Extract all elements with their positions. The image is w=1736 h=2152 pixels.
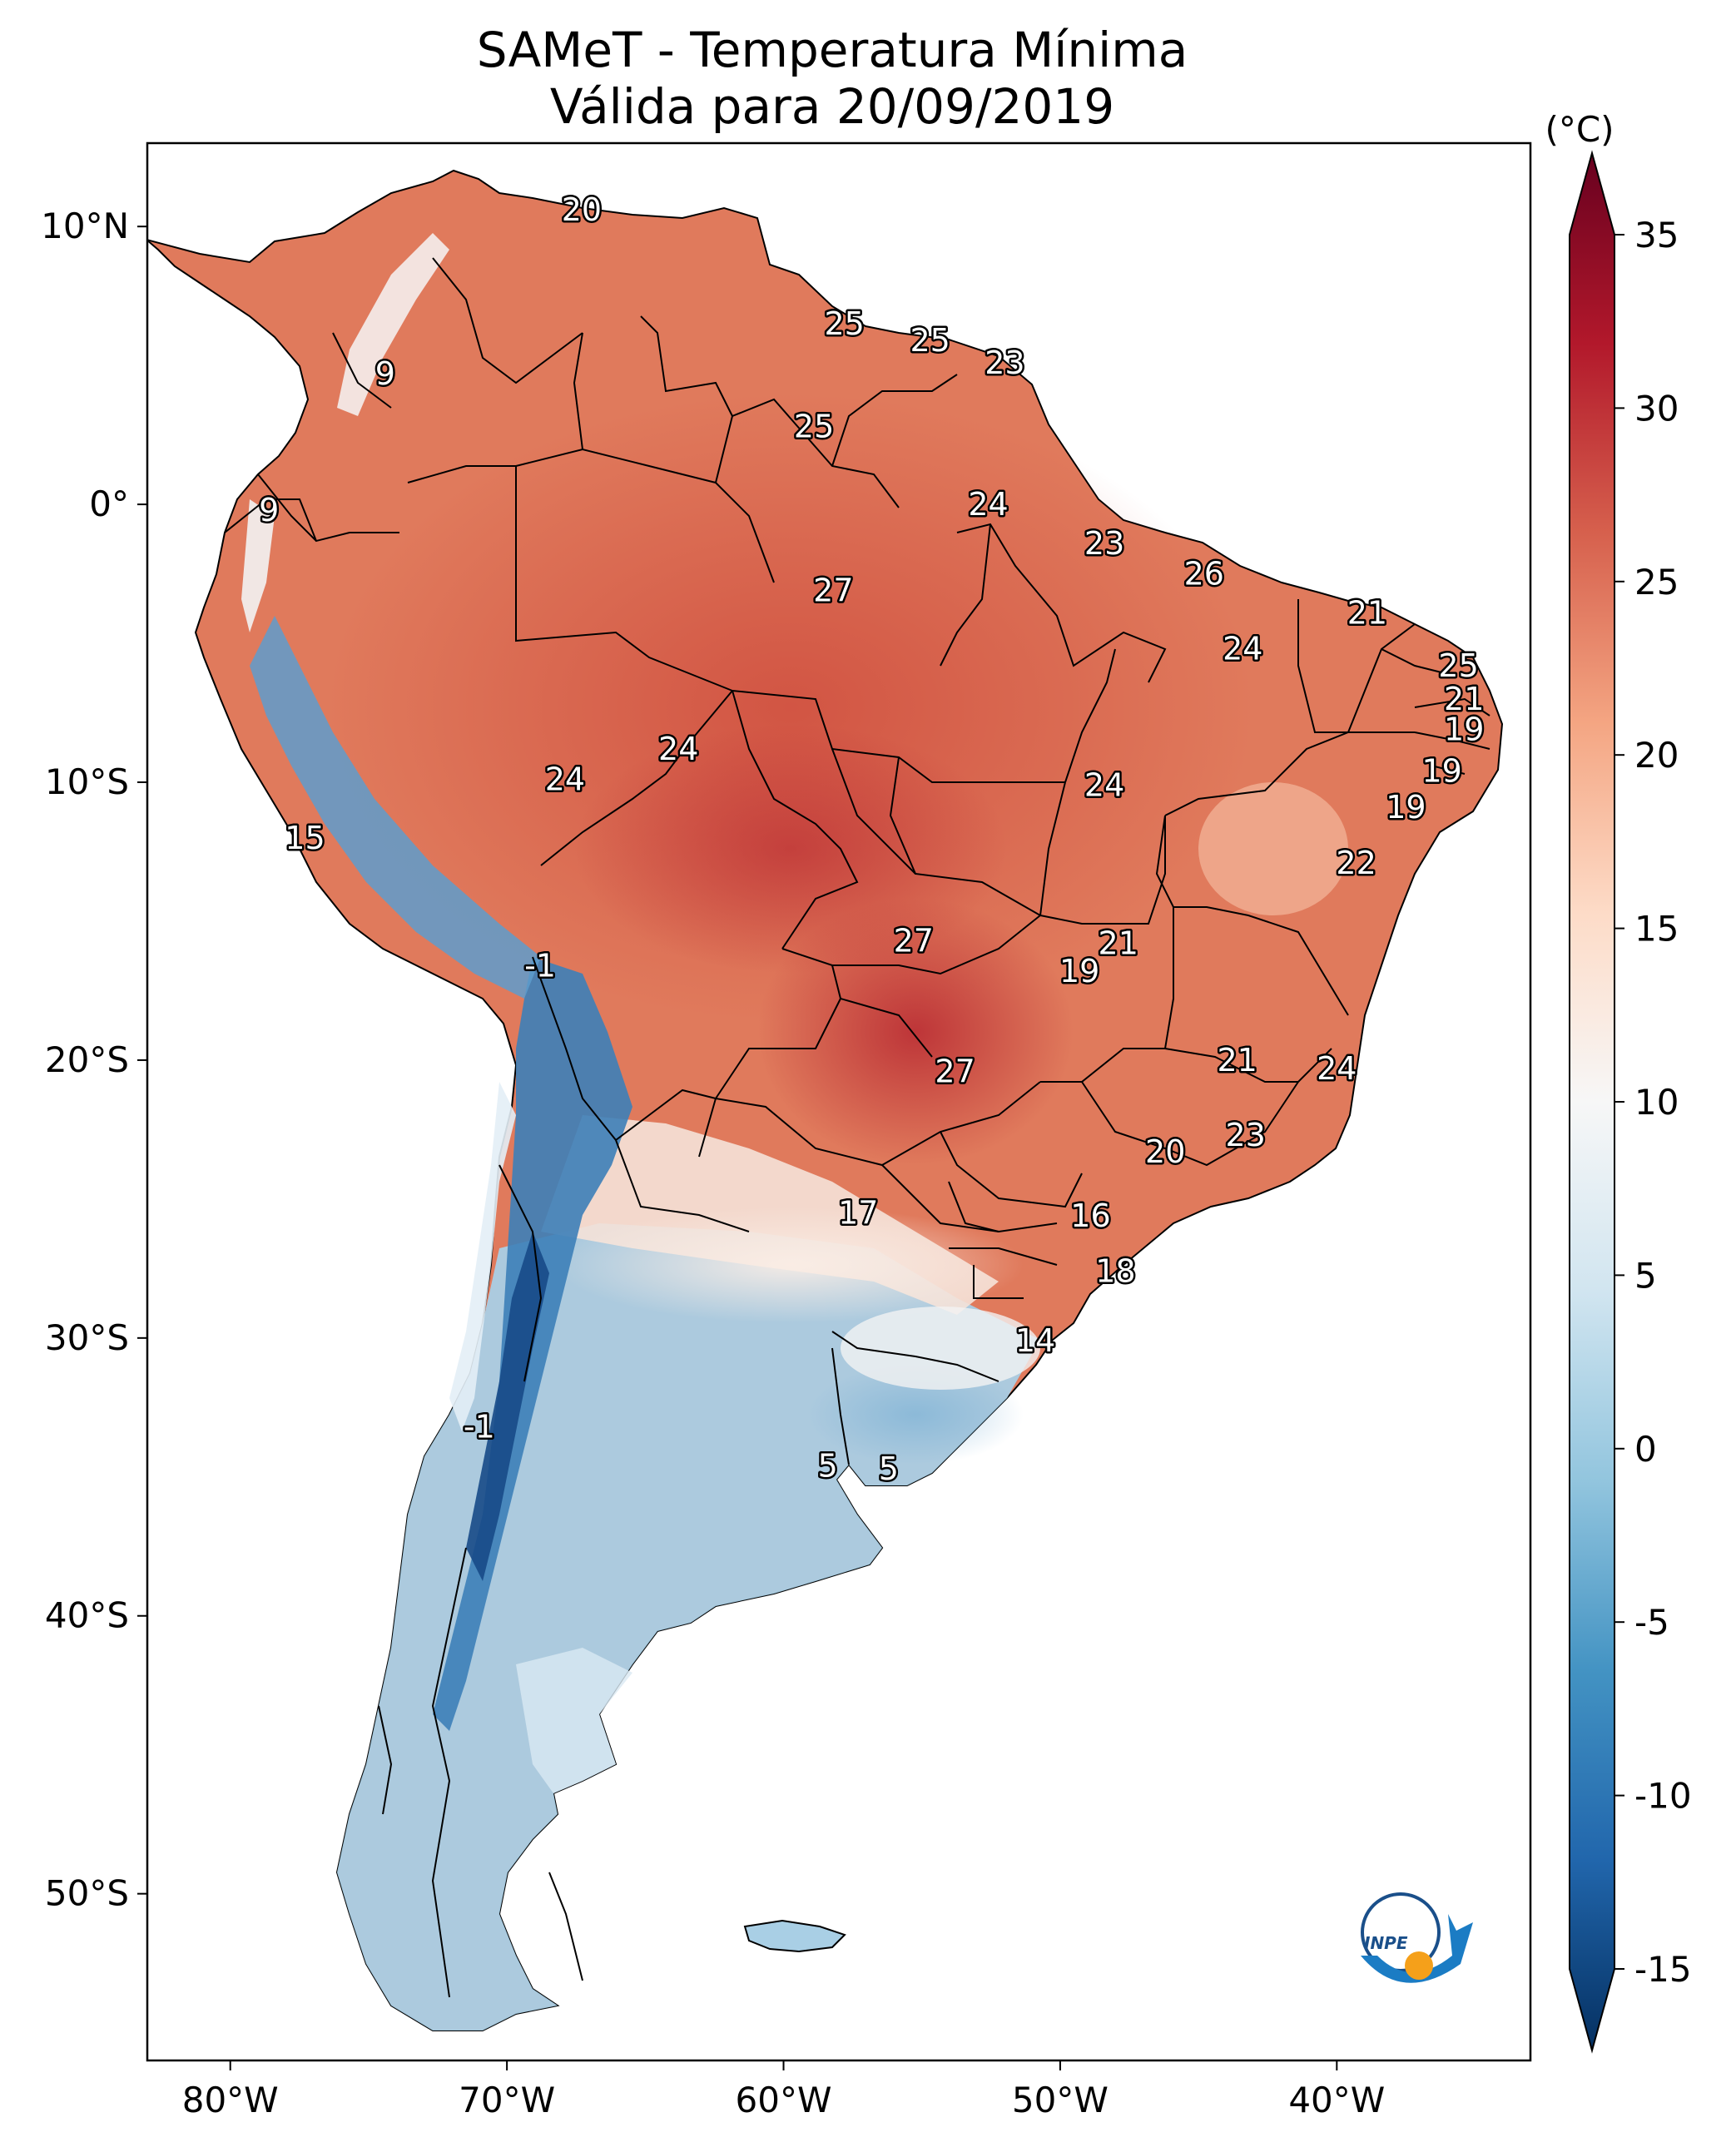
inpe-logo: INPE	[1361, 1892, 1473, 1983]
colorbar-ticks: 35 30 25 20 15 10 5 0 -5 -10 -15	[1614, 215, 1692, 1990]
temperature-label: 21	[1217, 1042, 1257, 1078]
longitude-ticks: 80°W 70°W 60°W 50°W 40°W	[182, 2060, 1385, 2120]
lon-tick-label: 80°W	[182, 2080, 279, 2120]
colorbar-tick-label: 25	[1634, 562, 1679, 602]
temperature-label: 27	[894, 922, 934, 959]
temperature-label: 25	[824, 305, 864, 342]
temperature-label: 27	[813, 573, 853, 609]
logo-sun-icon	[1405, 1951, 1433, 1980]
falkland-islands	[743, 1919, 846, 1953]
temperature-label: 21	[1444, 681, 1484, 717]
temperature-label: 26	[1184, 556, 1224, 593]
lat-tick-label: 0°	[89, 483, 129, 524]
temperature-label: 5	[879, 1450, 899, 1487]
temperature-label: 14	[1015, 1322, 1055, 1359]
logo-arrow-icon	[1361, 1914, 1473, 1983]
lon-tick-label: 50°W	[1012, 2080, 1109, 2120]
colorbar-tick-label: 0	[1634, 1429, 1657, 1470]
temperature-label: -1	[464, 1409, 495, 1445]
colorbar-tick-label: -10	[1634, 1776, 1692, 1817]
colorbar-tick-label: 20	[1634, 735, 1679, 776]
temperature-label: 24	[1084, 766, 1124, 803]
temperature-label: 5	[818, 1447, 838, 1484]
political-borders	[224, 257, 1490, 1998]
map-frame	[146, 141, 1532, 2062]
colorbar-body	[1569, 150, 1615, 2054]
temperature-label: 23	[1084, 525, 1124, 562]
temperature-label: 9	[259, 492, 279, 528]
temperature-label: 20	[562, 191, 602, 228]
lat-tick-label: 50°S	[45, 1873, 129, 1914]
temperature-label: 19	[1386, 789, 1426, 826]
temperature-label: 19	[1059, 953, 1099, 989]
colorbar-tick-label: 15	[1634, 909, 1679, 950]
temperature-label: -1	[524, 947, 556, 984]
temperature-label: 24	[1317, 1050, 1357, 1087]
temperature-label: 27	[935, 1053, 975, 1089]
temperature-label: 25	[910, 322, 950, 359]
temperature-label: 25	[1438, 647, 1478, 684]
colorbar-tick-label: 10	[1634, 1082, 1679, 1123]
temperature-label: 20	[1145, 1133, 1185, 1170]
temperature-label: 21	[1347, 594, 1387, 631]
lat-tick-label: 20°S	[45, 1039, 129, 1080]
temperature-label: 24	[658, 731, 698, 767]
colorbar-tick-label: 35	[1634, 215, 1679, 255]
temperature-label: 19	[1444, 712, 1484, 748]
colorbar-tick-label: 30	[1634, 388, 1679, 429]
temperature-label: 19	[1421, 753, 1461, 790]
logo-text: INPE	[1364, 1933, 1408, 1953]
temperature-label: 24	[1223, 631, 1262, 667]
temperature-label: 23	[1225, 1117, 1265, 1153]
colorbar-tick-label: -15	[1634, 1949, 1692, 1990]
map-title-line1: SAMeT - Temperatura Mínima	[477, 22, 1188, 78]
lat-tick-label: 30°S	[45, 1317, 129, 1358]
temperature-label: 16	[1070, 1197, 1110, 1234]
temperature-label: 15	[285, 820, 325, 856]
lon-tick-label: 60°W	[736, 2080, 832, 2120]
temperature-label: 23	[985, 345, 1024, 381]
lat-tick-label: 10°S	[45, 761, 129, 802]
latitude-ticks: 10°N 0° 10°S 20°S 30°S 40°S 50°S	[41, 206, 147, 1914]
temperature-label: 18	[1095, 1253, 1135, 1290]
lat-tick-label: 10°N	[41, 206, 129, 246]
lon-tick-label: 70°W	[459, 2080, 555, 2120]
map-title-line2: Válida para 20/09/2019	[550, 78, 1114, 135]
temperature-label: 22	[1336, 845, 1376, 881]
colorbar: 35 30 25 20 15 10 5 0 -5 -10 -15 (°C)	[1545, 109, 1692, 2054]
temperature-label: 25	[794, 409, 834, 445]
lon-tick-label: 40°W	[1288, 2080, 1385, 2120]
temperature-label: 21	[1099, 925, 1138, 962]
temperature-label: 24	[545, 761, 585, 798]
temperature-label: 9	[375, 355, 395, 392]
colorbar-tick-label: 5	[1634, 1255, 1657, 1296]
lat-tick-label: 40°S	[45, 1595, 129, 1636]
temperature-label: 17	[838, 1195, 878, 1232]
temperature-label: 24	[968, 486, 1008, 523]
colorbar-tick-label: -5	[1634, 1602, 1669, 1643]
colorbar-units: (°C)	[1545, 109, 1614, 150]
